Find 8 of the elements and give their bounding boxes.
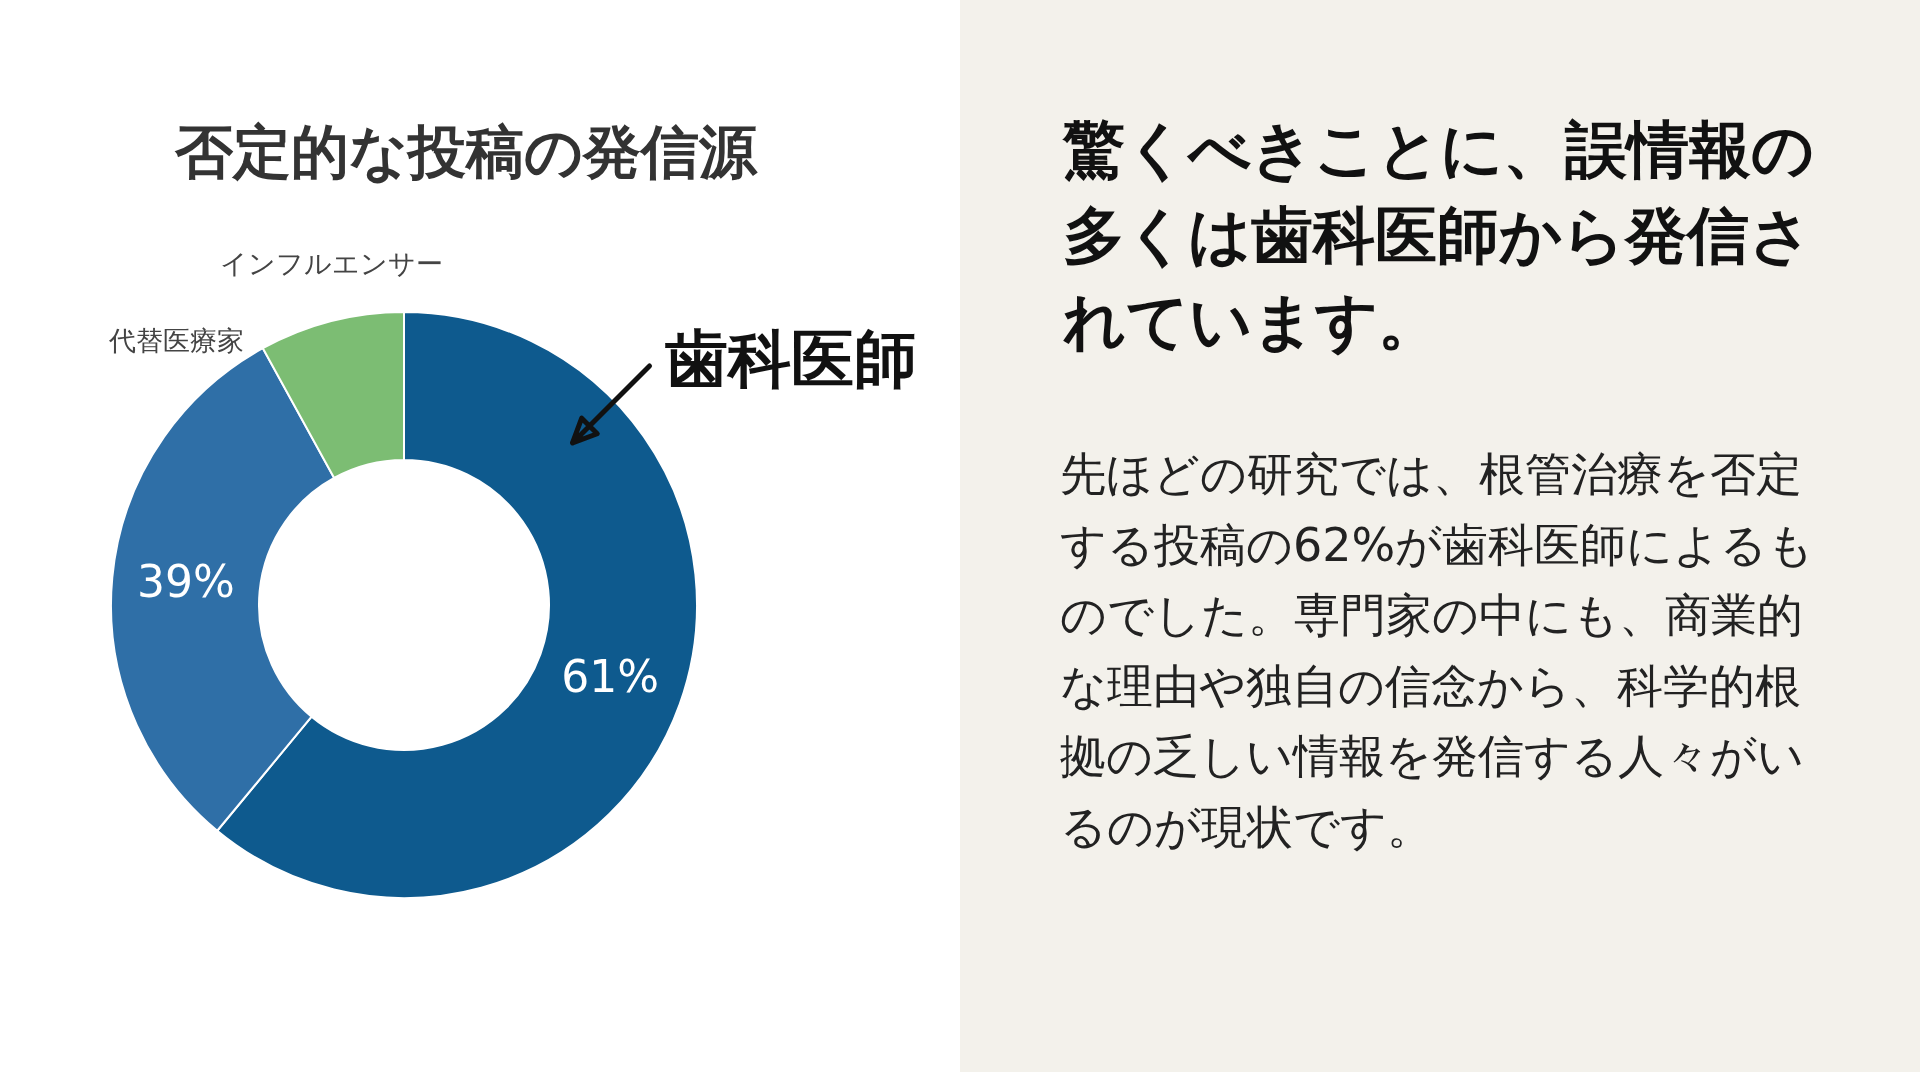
text: 39% [137,556,235,608]
slice-label: 代替医療家 [108,324,245,356]
data-label: 61% [561,651,659,703]
text: 先ほどの研究では、根管治療を否定する投稿の62%が歯科医師によるものでした。専門家の中にも、商業的な理由や独自の信念から、科学的根拠の乏しい情報を発信する人々がいるのが現状です。 [1060,447,1815,854]
chart-title: 否定的な投稿の発信源 [174,118,758,186]
text: 驚くべきことに、誤情報の多くは歯科医師から発信されています。 [1062,113,1814,358]
slice-label: インフルエンサー [220,247,444,279]
slice-label: 歯科医師 [664,322,917,396]
